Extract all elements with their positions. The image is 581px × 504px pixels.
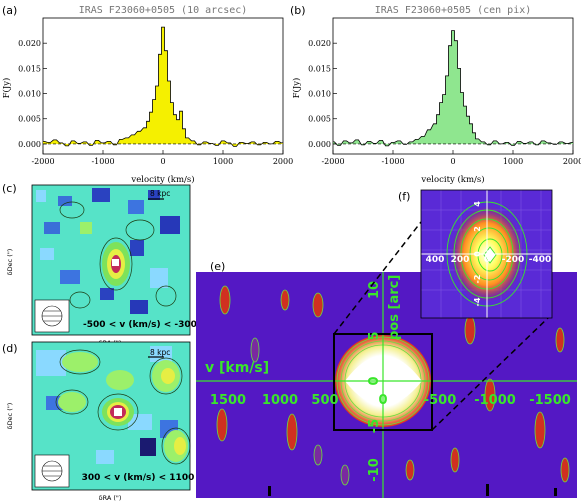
panel-f-position-tick: 0	[473, 251, 482, 257]
panel-a-ytick-label: 0.005	[18, 115, 41, 124]
panel-c-beam	[34, 299, 70, 333]
panel-a-plot: -2000 -1000 0 1000 2000 0.000 0.005 0.010 0.015 0…	[18, 26, 293, 166]
panel-b-ytick-label: 0.000	[308, 140, 331, 149]
panel-e-position-tick: 0	[367, 376, 382, 385]
panel-f-letter: (f)	[398, 190, 410, 203]
panel-b-ytick-label: 0.020	[308, 39, 331, 48]
panel-d-xlabel: δRA (")	[99, 494, 122, 502]
panel-c: (c) 8 kpc	[2, 182, 197, 347]
panel-a-letter: (a)	[2, 4, 17, 17]
panel-f-velocity-ticks: 400 200 0 -200 -400	[426, 255, 552, 265]
panel-c-letter: (c)	[2, 182, 17, 195]
panel-a-ylabel: F(Jy)	[1, 78, 12, 99]
panel-a-xtick-label: 0	[160, 157, 165, 166]
panel-b-ytick-label: 0.005	[308, 115, 331, 124]
panel-b-ytick-label: 0.015	[308, 64, 331, 73]
panel-f-velocity-tick: -200	[502, 255, 525, 265]
panel-b-ylabel: F(Jy)	[291, 78, 302, 99]
panel-a-xtick-label: -2000	[31, 157, 54, 166]
panel-f-position-tick: -2	[473, 275, 482, 284]
panel-b-fill	[333, 30, 573, 146]
panel-e-velocity-tick: -500	[424, 393, 457, 408]
panel-f-position-ticks: 4 2 0 -2 -4	[473, 201, 482, 307]
panel-b-xtick-label: 0	[450, 157, 455, 166]
panel-a-ytick-label: 0.020	[18, 39, 41, 48]
panel-d: (d) 8 kpc	[2, 341, 195, 502]
panel-d-scale-label: 8 kpc	[150, 348, 170, 357]
panel-c-scale-label: 8 kpc	[150, 189, 170, 198]
panel-d-letter: (d)	[2, 342, 18, 355]
panel-a-line	[43, 26, 283, 147]
panel-b: (b) IRAS F23060+0505 (cen pix) -2000 -100…	[290, 4, 581, 185]
panel-b-plot: -2000 -1000 0 1000 2000 0.000 0.005 0.010 0.015 0…	[308, 30, 581, 166]
panel-e-position-tick: -5	[367, 419, 382, 433]
panel-f-position-tick: 2	[473, 226, 482, 232]
panel-e-velocity-tick: 0	[378, 393, 387, 408]
panel-c-ylabel: δDec (")	[6, 249, 14, 276]
panel-b-xtick-label: -1000	[381, 157, 404, 166]
panel-a-title: IRAS F23060+0505 (10 arcsec)	[79, 5, 248, 16]
panel-f-velocity-tick: -400	[529, 255, 552, 265]
panel-d-ylabel: δDec (")	[6, 403, 14, 430]
panel-e-velocity-tick: 500	[311, 393, 338, 408]
panel-e-velocity-tick: -1500	[529, 393, 571, 408]
panel-b-xtick-label: 1000	[503, 157, 523, 166]
panel-d-velocity-range: 300 < v (km/s) < 1100	[82, 473, 195, 483]
panel-e-position-label: pos [arc]	[387, 275, 402, 340]
panel-a-fill	[43, 27, 283, 147]
panel-f-position-tick: -4	[473, 297, 482, 306]
panel-a-ytick-label: 0.010	[18, 90, 41, 99]
panel-b-line	[333, 30, 573, 147]
panel-a-xtick-label: 1000	[213, 157, 233, 166]
panel-f-velocity-tick: 0	[484, 255, 490, 265]
zoom-connector-left	[333, 221, 422, 335]
panel-d-structure	[36, 346, 191, 465]
panel-e-position-tick: -10	[367, 458, 382, 482]
panel-b-xtick-label: -2000	[321, 157, 344, 166]
panel-a-xtick-label: 2000	[273, 157, 293, 166]
panel-e-zoom-box	[333, 333, 433, 431]
panel-b-title: IRAS F23060+0505 (cen pix)	[375, 5, 532, 16]
panel-e-letter: (e)	[210, 260, 225, 273]
panel-e-velocity-tick: 1500	[210, 393, 246, 408]
panel-b-ytick-label: 0.010	[308, 90, 331, 99]
panel-e-velocity-label: v [km/s]	[205, 360, 269, 376]
panel-a-ytick-label: 0.000	[18, 140, 41, 149]
zoom-connector-right	[431, 315, 551, 431]
panel-f-position-tick: 4	[473, 201, 482, 207]
panel-e-position-tick: 5	[367, 331, 382, 340]
panel-b-letter: (b)	[290, 4, 306, 17]
panel-e-velocity-tick: 1000	[262, 393, 298, 408]
panel-a-ytick-label: 0.015	[18, 64, 41, 73]
panel-c-structure	[36, 188, 180, 314]
panel-e-position-tick: 10	[367, 281, 382, 299]
panel-f-velocity-tick: 400	[426, 255, 445, 265]
panel-b-xlabel: velocity (km/s)	[420, 174, 484, 185]
panel-f-velocity-tick: 200	[451, 255, 470, 265]
panel-e-position-ticks: 10 5 0 -5 -10	[367, 281, 382, 482]
panel-b-xtick-label: 2000	[563, 157, 581, 166]
panel-c-velocity-range: -500 < v (km/s) < -300	[83, 320, 197, 330]
panel-e-velocity-ticks: 1500 1000 500 0 -500 -1000 -1500	[210, 393, 571, 408]
panel-d-beam	[34, 454, 70, 488]
panel-f: (f) 400 200 0 -200 -400 420-2-4	[398, 189, 553, 319]
panel-e-velocity-tick: -1000	[474, 393, 516, 408]
panel-a-xlabel: velocity (km/s)	[130, 174, 194, 185]
panel-a-xtick-label: -1000	[91, 157, 114, 166]
panel-a: (a) IRAS F23060+0505 (10 arcsec) -2000 -1…	[1, 4, 293, 185]
